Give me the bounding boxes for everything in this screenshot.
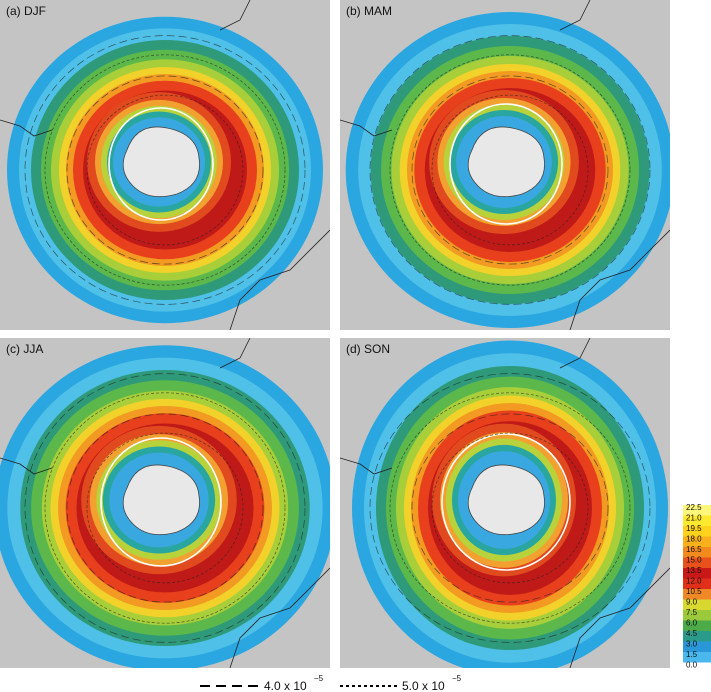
panels: (a) DJF (b) MAM (c) JJA (d) SON	[0, 0, 670, 668]
panel-label: (b) MAM	[346, 4, 392, 18]
colorbar-swatch	[683, 589, 711, 600]
colorbar-label: 7.5	[686, 608, 698, 617]
antarctica	[467, 126, 545, 198]
isoline	[66, 413, 264, 603]
colorbar-swatch	[683, 515, 711, 526]
legend: 4.0 x 10 −5 5.0 x 10 −5	[200, 674, 462, 692]
isoline	[369, 35, 651, 305]
legend-exponent: −5	[452, 674, 462, 683]
colorbar-swatch	[683, 599, 711, 610]
colorbar-swatch	[683, 610, 711, 621]
isoline	[411, 413, 609, 603]
antarctica	[467, 464, 545, 536]
isoline	[44, 54, 286, 286]
colorbar-label: 6.0	[686, 619, 698, 628]
antarctica	[122, 126, 200, 198]
isoline	[86, 432, 244, 584]
isoline	[24, 373, 306, 643]
white-contour	[441, 433, 571, 571]
colorbar-label: 18.0	[686, 535, 702, 544]
coastline	[340, 0, 670, 330]
isoline	[86, 94, 244, 246]
colorbar-label: 22.5	[686, 503, 702, 512]
colorbar-swatch	[683, 631, 711, 642]
isoline	[66, 75, 264, 265]
white-contour	[449, 103, 563, 225]
coastline	[0, 338, 330, 668]
panel-label: (d) SON	[346, 342, 390, 356]
colorbar-swatch	[683, 641, 711, 652]
white-contour	[100, 437, 222, 567]
isoline	[431, 94, 589, 246]
colorbar-label: 21.0	[686, 514, 702, 523]
antarctica	[122, 464, 200, 536]
map-panel: (a) DJF	[0, 0, 330, 330]
isoline	[411, 75, 609, 265]
colorbar-swatch	[683, 526, 711, 537]
legend-text: 4.0 x 10	[264, 679, 307, 692]
colorbar-swatch	[683, 620, 711, 631]
colorbar-swatch	[683, 652, 711, 663]
map-panel: (c) JJA	[0, 338, 330, 668]
colorbar-swatch	[683, 557, 711, 568]
isoline	[389, 54, 631, 286]
colorbar-swatch	[683, 547, 711, 558]
map-panel: (b) MAM	[340, 0, 670, 330]
colorbar-swatch	[683, 536, 711, 547]
label-bg	[2, 2, 68, 20]
colorbar-label: 0.0	[686, 661, 698, 670]
colorbar-label: 19.5	[686, 524, 702, 533]
colorbar: 22.5 21.019.5 18.016.5 15.013.5 12.010.5 9.07…	[683, 503, 711, 670]
coastline	[340, 338, 670, 668]
colorbar-label: 3.0	[686, 640, 698, 649]
colorbar-label: 1.5	[686, 650, 698, 659]
coastline	[0, 0, 330, 330]
legend-exponent: −5	[314, 674, 324, 683]
colorbar-label: 12.0	[686, 577, 702, 586]
isoline	[369, 373, 651, 643]
colorbar-swatch	[683, 568, 711, 579]
colorbar-label: 13.5	[686, 566, 702, 575]
map-panel: (d) SON	[340, 338, 670, 668]
colorbar-label: 16.5	[686, 545, 702, 554]
white-contour	[108, 107, 214, 221]
legend-text: 5.0 x 10	[402, 679, 445, 692]
label-bg	[2, 340, 68, 358]
colorbar-label: 9.0	[686, 598, 698, 607]
isoline	[24, 35, 306, 305]
label-bg	[342, 2, 408, 20]
isoline	[431, 432, 589, 584]
isoline	[389, 392, 631, 624]
label-bg	[342, 340, 408, 358]
panel-label: (a) DJF	[6, 4, 46, 18]
colorbar-label: 15.0	[686, 556, 702, 565]
colorbar-swatch	[683, 505, 711, 516]
colorbar-label: 4.5	[686, 629, 698, 638]
colorbar-label: 10.5	[686, 587, 702, 596]
colorbar-swatch	[683, 578, 711, 589]
panel-label: (c) JJA	[6, 342, 43, 356]
isoline	[44, 392, 286, 624]
